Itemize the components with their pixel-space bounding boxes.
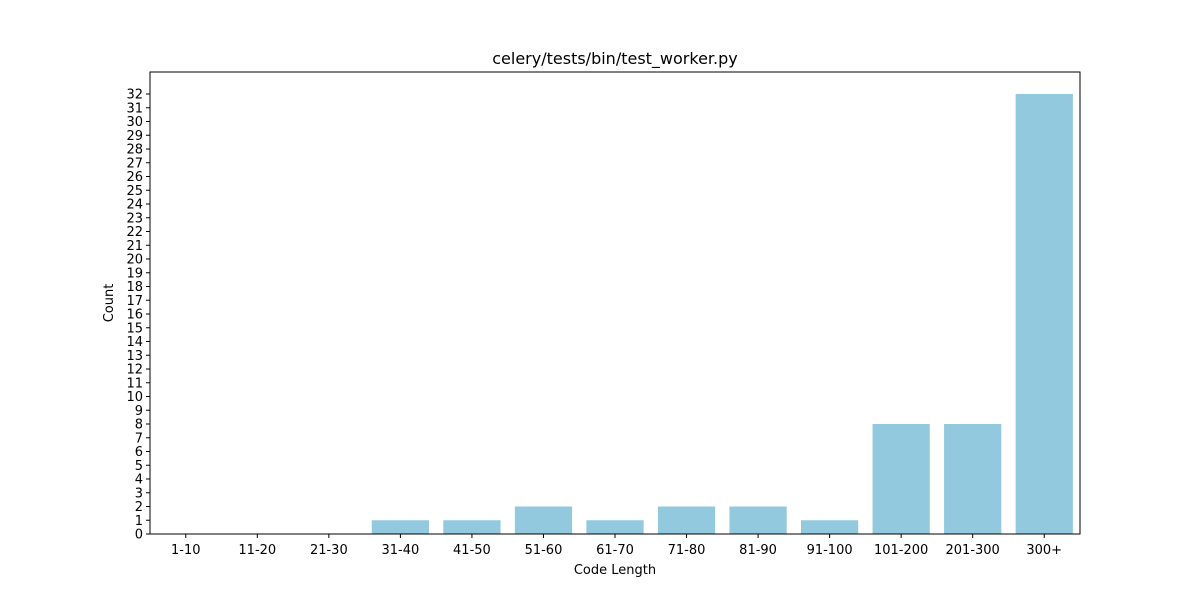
y-tick-label: 28 bbox=[126, 143, 143, 158]
bar-51-60 bbox=[514, 506, 573, 534]
x-tick-label: 101-200 bbox=[874, 543, 928, 558]
chart-title: celery/tests/bin/test_worker.py bbox=[492, 49, 738, 69]
x-tick-label: 300+ bbox=[1026, 543, 1062, 558]
y-tick-label: 27 bbox=[126, 156, 143, 171]
y-tick-label: 2 bbox=[135, 500, 143, 515]
y-tick-label: 29 bbox=[126, 129, 143, 144]
x-tick-label: 21-30 bbox=[310, 543, 348, 558]
axes-layer: 1-10 11-20 21-30 31-40 41-50 51-60 61-70 71-80 8… bbox=[126, 71, 1081, 558]
y-tick-label: 16 bbox=[126, 308, 143, 323]
y-tick-label: 18 bbox=[126, 280, 143, 295]
y-tick-label: 24 bbox=[126, 198, 143, 213]
bar-61-70 bbox=[586, 520, 644, 534]
y-tick-label: 25 bbox=[126, 184, 143, 199]
y-tick-label: 32 bbox=[126, 88, 143, 103]
y-tick-label: 21 bbox=[126, 239, 143, 254]
x-tick-label: 71-80 bbox=[668, 543, 706, 558]
y-tick-label: 7 bbox=[135, 431, 143, 446]
x-tick-label: 81-90 bbox=[739, 543, 777, 558]
y-tick-label: 0 bbox=[135, 528, 143, 543]
y-tick-label: 14 bbox=[126, 335, 143, 350]
y-tick-label: 8 bbox=[135, 418, 143, 433]
x-tick-label: 31-40 bbox=[381, 543, 419, 558]
x-tick-label: 201-300 bbox=[946, 543, 1000, 558]
plot-frame bbox=[149, 71, 1081, 535]
y-tick-label: 9 bbox=[135, 404, 143, 419]
bar-31-40 bbox=[371, 520, 429, 534]
y-axis-label: Count bbox=[102, 284, 117, 323]
y-tick-label: 11 bbox=[126, 376, 143, 391]
bar-81-90 bbox=[729, 506, 787, 534]
bar-201-300 bbox=[944, 424, 1002, 534]
x-tick-label: 91-100 bbox=[807, 543, 853, 558]
y-tick-label: 6 bbox=[135, 445, 143, 460]
bar-91-100 bbox=[801, 520, 859, 534]
y-tick-label: 31 bbox=[126, 101, 143, 116]
y-tick-label: 20 bbox=[126, 253, 143, 268]
x-tick-label: 41-50 bbox=[453, 543, 491, 558]
x-tick-label: 61-70 bbox=[596, 543, 634, 558]
y-tick-label: 1 bbox=[135, 514, 143, 529]
x-axis-label: Code Length bbox=[574, 563, 656, 578]
y-tick-label: 4 bbox=[135, 473, 143, 488]
bar-101-200 bbox=[872, 424, 930, 534]
bars-layer bbox=[371, 94, 1073, 534]
y-tick-label: 30 bbox=[126, 115, 143, 130]
y-tick-label: 26 bbox=[126, 170, 143, 185]
x-tick-label: 1-10 bbox=[171, 543, 201, 558]
y-tick-label: 3 bbox=[135, 486, 143, 501]
y-tick-label: 22 bbox=[126, 225, 143, 240]
y-tick-label: 23 bbox=[126, 211, 143, 226]
y-tick-label: 12 bbox=[126, 363, 143, 378]
y-tick-label: 13 bbox=[126, 349, 143, 364]
bar-300+ bbox=[1015, 94, 1073, 534]
x-tick-label: 11-20 bbox=[238, 543, 276, 558]
y-tick-label: 5 bbox=[135, 459, 143, 474]
y-tick-label: 15 bbox=[126, 321, 143, 336]
x-tick-label: 51-60 bbox=[525, 543, 563, 558]
y-tick-label: 10 bbox=[126, 390, 143, 405]
y-tick-label: 17 bbox=[126, 294, 143, 309]
bar-41-50 bbox=[443, 520, 501, 534]
y-tick-label: 19 bbox=[126, 266, 143, 281]
bar-71-80 bbox=[657, 506, 716, 534]
